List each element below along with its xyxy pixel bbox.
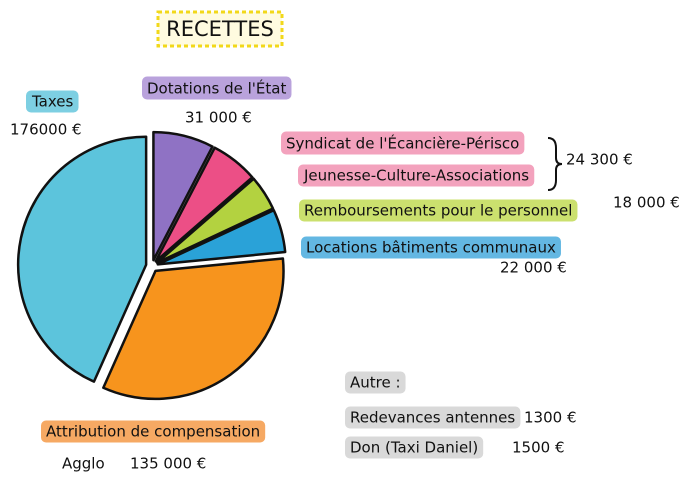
pie-slice [16,135,148,383]
other-label: Redevances antennes [350,409,515,427]
pie-slice [102,257,285,401]
pie-slice [152,130,214,262]
other-label: Don (Taxi Daniel) [350,439,478,457]
category-label: Jeunesse-Culture-Associations [303,167,529,185]
category-label: Attribution de compensation [46,423,260,441]
category-label-bg [26,90,79,113]
brace [547,137,563,191]
value-label: 31 000 € [185,109,252,127]
value-label: 176000 € [10,121,82,139]
other-value: 1500 € [512,439,565,457]
category-label-bg [299,199,578,222]
other-label-bg [345,436,484,459]
value-label: 18 000 € [613,194,680,212]
annotation: Agglo [62,455,105,473]
other-label-bg [345,406,521,429]
pie-slice [154,146,254,263]
title-box [156,10,284,48]
pie-slice [155,177,275,264]
other-value: 1300 € [524,409,577,427]
category-label-bg [142,76,292,100]
pie-slice [156,208,287,266]
chart-title: RECETTES [166,17,274,41]
value-label: 22 000 € [500,259,567,277]
other-title-bg [345,371,406,394]
category-label-bg [41,420,266,443]
value-label: 135 000 € [130,455,206,473]
category-label: Locations bâtiments communaux [306,239,556,257]
value-label: 24 300 € [566,151,633,169]
other-title: Autre : [350,374,401,392]
category-label: Dotations de l'État [147,79,286,98]
category-label: Syndicat de l'Écancière-Périsco [286,134,519,153]
category-label-bg [298,164,535,187]
category-label: Remboursements pour le personnel [304,202,572,220]
category-label-bg [281,131,525,155]
category-label: Taxes [31,93,74,111]
category-label-bg [301,236,561,259]
